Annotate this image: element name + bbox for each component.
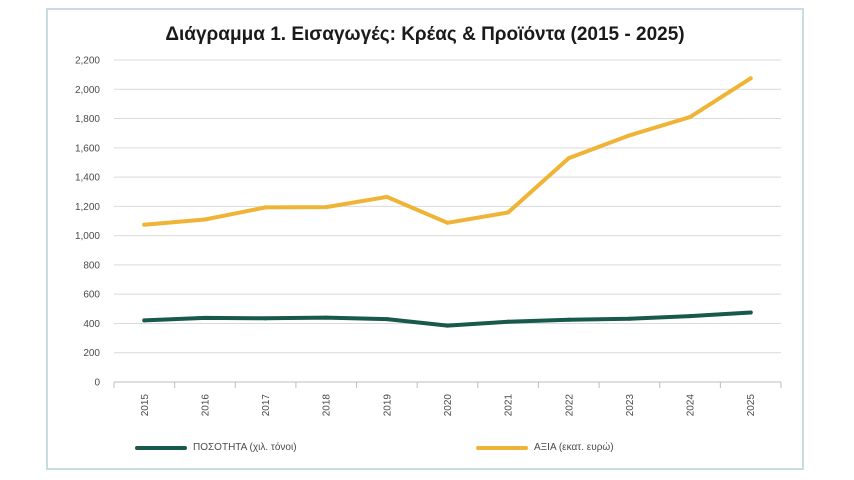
x-tick-label: 2019 <box>382 394 393 417</box>
data-point-series-2 <box>202 217 207 222</box>
y-tick-label: 2,200 <box>75 56 100 67</box>
data-point-series-1 <box>384 317 389 322</box>
data-point-series-1 <box>566 317 571 322</box>
data-point-series-1 <box>142 318 147 323</box>
data-point-series-2 <box>445 220 450 225</box>
x-tick-label: 2017 <box>261 394 272 417</box>
x-tick-label: 2016 <box>200 394 211 417</box>
data-point-series-2 <box>627 133 632 138</box>
x-tick-label: 2025 <box>746 394 757 417</box>
legend-label-quantity: ΠΟΣΟΤΗΤΑ (χιλ. τόνοι) <box>193 442 297 453</box>
data-point-series-2 <box>324 205 329 210</box>
data-point-series-2 <box>748 76 753 81</box>
data-point-series-2 <box>384 194 389 199</box>
data-point-series-2 <box>688 115 693 120</box>
chart-frame: Διάγραμμα 1. Εισαγωγές: Κρέας & Προϊόντα… <box>46 8 804 470</box>
y-tick-label: 800 <box>83 260 100 271</box>
data-point-series-2 <box>566 156 571 161</box>
data-point-series-1 <box>506 319 511 324</box>
data-point-series-1 <box>748 310 753 315</box>
y-tick-label: 400 <box>83 319 100 330</box>
chart-title: Διάγραμμα 1. Εισαγωγές: Κρέας & Προϊόντα… <box>165 24 685 45</box>
y-tick-label: 2,000 <box>75 85 100 96</box>
data-point-series-2 <box>142 222 147 227</box>
data-point-series-1 <box>445 323 450 328</box>
data-point-series-1 <box>263 316 268 321</box>
data-point-series-1 <box>627 316 632 321</box>
y-tick-label: 600 <box>83 290 100 301</box>
x-tick-label: 2024 <box>686 394 697 417</box>
y-tick-label: 200 <box>83 348 100 359</box>
x-tick-label: 2023 <box>625 394 636 417</box>
y-tick-label: 1,400 <box>75 173 100 184</box>
data-point-series-2 <box>263 205 268 210</box>
data-point-series-1 <box>202 315 207 320</box>
x-tick-label: 2022 <box>564 394 575 417</box>
y-tick-label: 1,000 <box>75 231 100 242</box>
x-tick-label: 2020 <box>443 394 454 417</box>
data-point-series-1 <box>324 315 329 320</box>
legend-swatch-value <box>476 445 528 450</box>
x-tick-label: 2021 <box>504 394 515 417</box>
x-tick-label: 2015 <box>140 394 151 417</box>
series-line-2 <box>142 76 753 227</box>
legend-swatch-quantity <box>135 445 187 450</box>
legend-item-quantity: ΠΟΣΟΤΗΤΑ (χιλ. τόνοι) <box>135 442 297 453</box>
y-tick-label: 0 <box>94 378 100 389</box>
data-point-series-2 <box>506 210 511 215</box>
y-tick-label: 1,200 <box>75 202 100 213</box>
legend-item-value: ΑΞΙΑ (εκατ. ευρώ) <box>476 442 614 453</box>
y-tick-label: 1,600 <box>75 143 100 154</box>
legend-label-value: ΑΞΙΑ (εκατ. ευρώ) <box>534 442 614 453</box>
y-tick-label: 1,800 <box>75 114 100 125</box>
x-tick-label: 2018 <box>322 394 333 417</box>
data-point-series-1 <box>688 314 693 319</box>
